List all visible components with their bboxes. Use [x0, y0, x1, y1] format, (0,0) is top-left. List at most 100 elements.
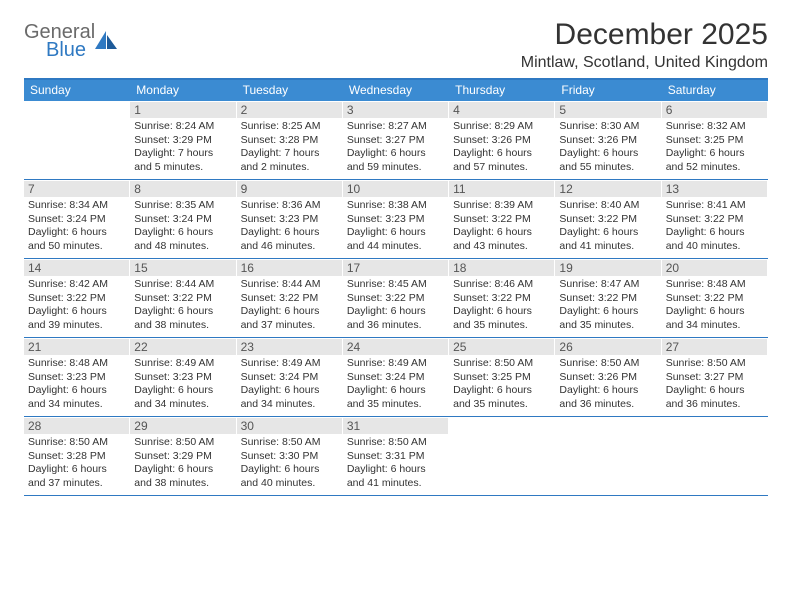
day-number: 23	[237, 339, 342, 355]
week-row: 21 Sunrise: 8:48 AMSunset: 3:23 PMDayligh…	[24, 338, 768, 417]
day-number: 22	[130, 339, 235, 355]
day-number: 8	[130, 181, 235, 197]
day-number: 16	[237, 260, 342, 276]
day-cell: 21 Sunrise: 8:48 AMSunset: 3:23 PMDayligh…	[24, 338, 130, 416]
day-cell: 16 Sunrise: 8:44 AMSunset: 3:22 PMDayligh…	[237, 259, 343, 337]
day-details: Sunrise: 8:32 AMSunset: 3:25 PMDaylight:…	[666, 120, 763, 175]
month-title: December 2025	[521, 18, 768, 52]
dow-cell: Saturday	[662, 80, 768, 101]
day-details: Sunrise: 8:50 AMSunset: 3:28 PMDaylight:…	[28, 436, 125, 491]
day-details: Sunrise: 8:36 AMSunset: 3:23 PMDaylight:…	[241, 199, 338, 254]
day-cell: 14 Sunrise: 8:42 AMSunset: 3:22 PMDayligh…	[24, 259, 130, 337]
title-block: December 2025 Mintlaw, Scotland, United …	[521, 18, 768, 72]
day-details: Sunrise: 8:27 AMSunset: 3:27 PMDaylight:…	[347, 120, 444, 175]
day-number: 17	[343, 260, 448, 276]
day-cell: 11 Sunrise: 8:39 AMSunset: 3:22 PMDayligh…	[449, 180, 555, 258]
day-cell: 10 Sunrise: 8:38 AMSunset: 3:23 PMDayligh…	[343, 180, 449, 258]
dow-cell: Monday	[130, 80, 236, 101]
brand-text: General Blue	[24, 22, 95, 60]
day-details: Sunrise: 8:50 AMSunset: 3:31 PMDaylight:…	[347, 436, 444, 491]
day-number: 1	[130, 102, 235, 118]
week-row: 7 Sunrise: 8:34 AMSunset: 3:24 PMDaylight…	[24, 180, 768, 259]
day-cell: 8 Sunrise: 8:35 AMSunset: 3:24 PMDaylight…	[130, 180, 236, 258]
day-cell: 7 Sunrise: 8:34 AMSunset: 3:24 PMDaylight…	[24, 180, 130, 258]
day-cell: 12Sunrise: 8:40 AMSunset: 3:22 PMDayligh…	[555, 180, 661, 258]
day-number: 4	[449, 102, 554, 118]
day-details: Sunrise: 8:30 AMSunset: 3:26 PMDaylight:…	[559, 120, 656, 175]
week-row: 28 Sunrise: 8:50 AMSunset: 3:28 PMDayligh…	[24, 417, 768, 496]
header: General Blue December 2025 Mintlaw, Scot…	[24, 18, 768, 72]
day-details: Sunrise: 8:49 AMSunset: 3:24 PMDaylight:…	[241, 357, 338, 412]
day-number: 7	[24, 181, 129, 197]
day-details: Sunrise: 8:39 AMSunset: 3:22 PMDaylight:…	[453, 199, 550, 254]
dow-header-row: SundayMondayTuesdayWednesdayThursdayFrid…	[24, 80, 768, 101]
day-details: Sunrise: 8:50 AMSunset: 3:30 PMDaylight:…	[241, 436, 338, 491]
day-cell: 24 Sunrise: 8:49 AMSunset: 3:24 PMDayligh…	[343, 338, 449, 416]
day-details: Sunrise: 8:50 AMSunset: 3:29 PMDaylight:…	[134, 436, 231, 491]
day-cell: 1 Sunrise: 8:24 AMSunset: 3:29 PMDaylight…	[130, 101, 236, 179]
day-details: Sunrise: 8:50 AMSunset: 3:25 PMDaylight:…	[453, 357, 550, 412]
day-cell: .	[24, 101, 130, 179]
dow-cell: Tuesday	[237, 80, 343, 101]
day-number: 6	[662, 102, 767, 118]
day-cell: 25 Sunrise: 8:50 AMSunset: 3:25 PMDayligh…	[449, 338, 555, 416]
day-details: Sunrise: 8:44 AMSunset: 3:22 PMDaylight:…	[134, 278, 231, 333]
day-details: Sunrise: 8:50 AMSunset: 3:26 PMDaylight:…	[559, 357, 656, 412]
day-number: 14	[24, 260, 129, 276]
day-details: Sunrise: 8:34 AMSunset: 3:24 PMDaylight:…	[28, 199, 125, 254]
day-details: Sunrise: 8:49 AMSunset: 3:24 PMDaylight:…	[347, 357, 444, 412]
day-details: Sunrise: 8:44 AMSunset: 3:22 PMDaylight:…	[241, 278, 338, 333]
day-number: 21	[24, 339, 129, 355]
day-cell: 3 Sunrise: 8:27 AMSunset: 3:27 PMDaylight…	[343, 101, 449, 179]
day-cell: 4 Sunrise: 8:29 AMSunset: 3:26 PMDaylight…	[449, 101, 555, 179]
day-cell: 27Sunrise: 8:50 AMSunset: 3:27 PMDayligh…	[662, 338, 768, 416]
day-cell: 19Sunrise: 8:47 AMSunset: 3:22 PMDayligh…	[555, 259, 661, 337]
dow-cell: Wednesday	[343, 80, 449, 101]
day-number: 24	[343, 339, 448, 355]
day-details: Sunrise: 8:46 AMSunset: 3:22 PMDaylight:…	[453, 278, 550, 333]
day-details: Sunrise: 8:25 AMSunset: 3:28 PMDaylight:…	[241, 120, 338, 175]
day-number: 10	[343, 181, 448, 197]
day-cell: 6 Sunrise: 8:32 AMSunset: 3:25 PMDaylight…	[662, 101, 768, 179]
day-details: Sunrise: 8:49 AMSunset: 3:23 PMDaylight:…	[134, 357, 231, 412]
day-number: 26	[555, 339, 660, 355]
day-number: 13	[662, 181, 767, 197]
day-number: 31	[343, 418, 448, 434]
day-cell: 26 Sunrise: 8:50 AMSunset: 3:26 PMDayligh…	[555, 338, 661, 416]
day-details: Sunrise: 8:24 AMSunset: 3:29 PMDaylight:…	[134, 120, 231, 175]
day-details: Sunrise: 8:41 AMSunset: 3:22 PMDaylight:…	[666, 199, 763, 254]
day-number: 5	[555, 102, 660, 118]
day-cell: 5 Sunrise: 8:30 AMSunset: 3:26 PMDaylight…	[555, 101, 661, 179]
dow-cell: Thursday	[449, 80, 555, 101]
day-cell: 22 Sunrise: 8:49 AMSunset: 3:23 PMDayligh…	[130, 338, 236, 416]
day-details: Sunrise: 8:48 AMSunset: 3:23 PMDaylight:…	[28, 357, 125, 412]
day-number: 15	[130, 260, 235, 276]
day-details: Sunrise: 8:48 AMSunset: 3:22 PMDaylight:…	[666, 278, 763, 333]
day-cell: 13 Sunrise: 8:41 AMSunset: 3:22 PMDayligh…	[662, 180, 768, 258]
day-cell: 2Sunrise: 8:25 AMSunset: 3:28 PMDaylight…	[237, 101, 343, 179]
day-cell: .	[555, 417, 661, 495]
day-number: 29	[130, 418, 235, 434]
day-cell: 23 Sunrise: 8:49 AMSunset: 3:24 PMDayligh…	[237, 338, 343, 416]
day-number: 20	[662, 260, 767, 276]
day-number: 25	[449, 339, 554, 355]
day-cell: 31 Sunrise: 8:50 AMSunset: 3:31 PMDayligh…	[343, 417, 449, 495]
day-cell: .	[449, 417, 555, 495]
day-number: 3	[343, 102, 448, 118]
day-details: Sunrise: 8:29 AMSunset: 3:26 PMDaylight:…	[453, 120, 550, 175]
day-number: 12	[555, 181, 660, 197]
day-number: 18	[449, 260, 554, 276]
day-details: Sunrise: 8:42 AMSunset: 3:22 PMDaylight:…	[28, 278, 125, 333]
day-cell: 29 Sunrise: 8:50 AMSunset: 3:29 PMDayligh…	[130, 417, 236, 495]
day-details: Sunrise: 8:35 AMSunset: 3:24 PMDaylight:…	[134, 199, 231, 254]
day-cell: 15 Sunrise: 8:44 AMSunset: 3:22 PMDayligh…	[130, 259, 236, 337]
day-details: Sunrise: 8:45 AMSunset: 3:22 PMDaylight:…	[347, 278, 444, 333]
day-details: Sunrise: 8:38 AMSunset: 3:23 PMDaylight:…	[347, 199, 444, 254]
day-number: 28	[24, 418, 129, 434]
day-number: 19	[555, 260, 660, 276]
week-row: .1 Sunrise: 8:24 AMSunset: 3:29 PMDayligh…	[24, 101, 768, 180]
day-cell: 20 Sunrise: 8:48 AMSunset: 3:22 PMDayligh…	[662, 259, 768, 337]
day-number: 11	[449, 181, 554, 197]
day-cell: 18 Sunrise: 8:46 AMSunset: 3:22 PMDayligh…	[449, 259, 555, 337]
page: General Blue December 2025 Mintlaw, Scot…	[0, 0, 792, 496]
